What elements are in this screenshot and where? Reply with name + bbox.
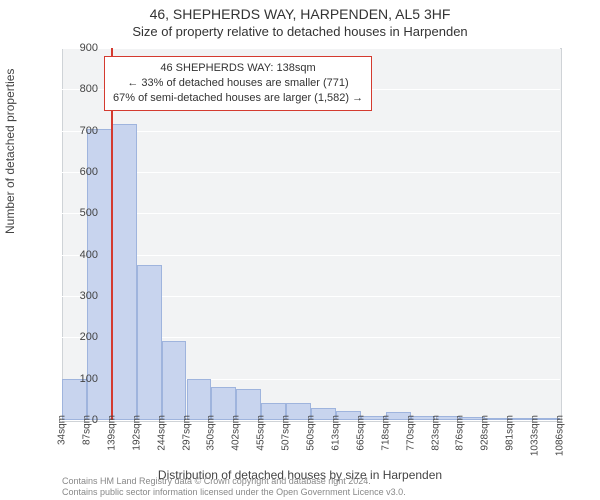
x-tick-label: 402sqm (231, 415, 242, 451)
x-tick-label: 192sqm (131, 415, 142, 451)
gridline (62, 213, 560, 214)
x-tick-label: 560sqm (306, 415, 317, 451)
gridline (62, 48, 560, 49)
x-tick-label: 455sqm (256, 415, 267, 451)
x-tick-label: 244sqm (156, 415, 167, 451)
y-tick-label: 0 (48, 414, 98, 426)
y-tick-label: 700 (48, 125, 98, 137)
x-tick-label: 139sqm (106, 415, 117, 451)
x-tick-label: 981sqm (505, 415, 516, 451)
credit-line2: Contains public sector information licen… (62, 487, 406, 498)
x-tick-label: 876sqm (455, 415, 466, 451)
gridline (62, 255, 560, 256)
gridline (62, 172, 560, 173)
callout-box: 46 SHEPHERDS WAY: 138sqm ← 33% of detach… (104, 56, 372, 111)
x-tick-label: 297sqm (181, 415, 192, 451)
credit-block: Contains HM Land Registry data © Crown c… (62, 476, 406, 498)
histogram-bar (187, 379, 212, 420)
y-tick-label: 400 (48, 249, 98, 261)
x-tick-label: 770sqm (405, 415, 416, 451)
x-tick-label: 718sqm (380, 415, 391, 451)
x-tick-label: 823sqm (430, 415, 441, 451)
title-block: 46, SHEPHERDS WAY, HARPENDEN, AL5 3HF Si… (0, 6, 600, 39)
callout-line1: 46 SHEPHERDS WAY: 138sqm (113, 61, 363, 76)
chart-plot-area: 46 SHEPHERDS WAY: 138sqm ← 33% of detach… (62, 48, 560, 420)
y-tick-label: 100 (48, 373, 98, 385)
x-tick-label: 507sqm (281, 415, 292, 451)
y-tick-label: 900 (48, 42, 98, 54)
y-tick-label: 500 (48, 207, 98, 219)
credit-line1: Contains HM Land Registry data © Crown c… (62, 476, 406, 487)
histogram-bar (137, 265, 162, 420)
x-tick-label: 1033sqm (530, 415, 541, 456)
x-tick-label: 1086sqm (555, 415, 566, 456)
x-tick-label: 928sqm (480, 415, 491, 451)
x-tick-label: 665sqm (355, 415, 366, 451)
address-line: 46, SHEPHERDS WAY, HARPENDEN, AL5 3HF (0, 6, 600, 22)
y-tick-label: 300 (48, 290, 98, 302)
callout-line3: 67% of semi-detached houses are larger (… (113, 91, 363, 106)
x-tick-label: 613sqm (330, 415, 341, 451)
y-tick-label: 600 (48, 166, 98, 178)
subtitle-line: Size of property relative to detached ho… (0, 24, 600, 39)
gridline (62, 131, 560, 132)
x-tick-label: 350sqm (206, 415, 217, 451)
y-axis-label: Number of detached properties (3, 69, 17, 234)
y-tick-label: 800 (48, 83, 98, 95)
histogram-bar (162, 341, 187, 420)
callout-line2: ← 33% of detached houses are smaller (77… (113, 76, 363, 91)
y-tick-label: 200 (48, 331, 98, 343)
histogram-bar (112, 124, 137, 420)
